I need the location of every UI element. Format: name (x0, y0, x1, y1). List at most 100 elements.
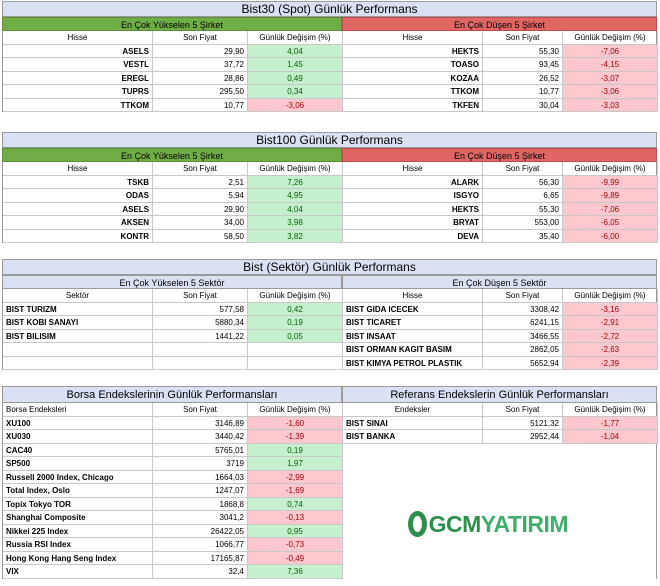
row-name: Russell 2000 Index, Chicago (3, 470, 153, 483)
table-row (3, 343, 343, 357)
table-row: VESTL 37,72 1,45 (3, 58, 343, 72)
row-change: -6,05 (563, 216, 658, 229)
row-name: XU030 (3, 430, 153, 443)
row-name: TOASO (343, 58, 483, 71)
table-row (3, 356, 343, 370)
row-name: Shanghai Composite (3, 511, 153, 524)
row-price: 28,86 (153, 71, 248, 84)
row-price: 17165,87 (153, 551, 248, 564)
sector-gainers-band: En Çok Yükselen 5 Sektör (2, 275, 342, 289)
column-header: Hisse (343, 31, 483, 44)
row-price: 29,90 (153, 44, 248, 57)
row-price: 5121,32 (483, 416, 563, 429)
row-price: 55,30 (483, 44, 563, 57)
table-row: Nikkei 225 Index 26422,05 0,95 (3, 524, 343, 538)
row-price: 1066,77 (153, 538, 248, 551)
row-name: Topix Tokyo TOR (3, 497, 153, 510)
bist30-right-table: Hisse Son Fiyat Günlük Değişim (%) HEKTS 55,… (343, 31, 658, 112)
bist100-right-table: Hisse Son Fiyat Günlük Değişim (%) ALARK 56,… (343, 162, 658, 243)
column-header: Sektör (3, 289, 153, 302)
row-name: BIST KIMYA PETROL PLASTIK (343, 356, 483, 369)
row-change: -9,89 (563, 189, 658, 202)
row-name: KONTR (3, 229, 153, 242)
row-change: 0,34 (248, 85, 343, 98)
bist30-band: En Çok Yükselen 5 Şirket En Çok Düşen 5 … (2, 17, 657, 31)
row-change: 0,19 (248, 443, 343, 456)
row-name: HEKTS (343, 202, 483, 215)
row-name: TTKOM (3, 98, 153, 111)
row-price: 1247,07 (153, 484, 248, 497)
table-row: AKSEN 34,00 3,98 (3, 216, 343, 230)
row-change: 4,95 (248, 189, 343, 202)
table-row: BIST KOBI SANAYI 5880,34 0,19 (3, 316, 343, 330)
row-name: DEVA (343, 229, 483, 242)
row-name: EREGL (3, 71, 153, 84)
row-price: 29,90 (153, 202, 248, 215)
row-change: -7,06 (563, 44, 658, 57)
column-header: Hisse (343, 289, 483, 302)
row-name: KOZAA (343, 71, 483, 84)
bist30-gainers-band: En Çok Yükselen 5 Şirket (2, 17, 342, 31)
table-row: ASELS 29,90 4,04 (3, 44, 343, 58)
sector-title: Bist (Sektör) Günlük Performans (2, 259, 657, 275)
row-name (3, 356, 153, 369)
table-row: ISGYO 6,65 -9,89 (343, 189, 658, 203)
logo-text-b: YATIRIM (480, 510, 569, 537)
table-row: KOZAA 26,52 -3,07 (343, 71, 658, 85)
table-row: ODAS 5,94 4,95 (3, 189, 343, 203)
bist100-gainers-band: En Çok Yükselen 5 Şirket (2, 148, 342, 162)
table-header-row: Hisse Son Fiyat Günlük Değişim (%) (3, 31, 343, 45)
table-row: KONTR 58,50 3,82 (3, 229, 343, 243)
row-price: 3719 (153, 457, 248, 470)
row-change: -1,77 (563, 416, 658, 429)
row-change: -3,06 (248, 98, 343, 111)
row-name: Nikkei 225 Index (3, 524, 153, 537)
table-row: TUPRS 295,50 0,34 (3, 85, 343, 99)
column-header: Günlük Değişim (%) (248, 289, 343, 302)
sector-band: En Çok Yükselen 5 Sektör En Çok Düşen 5 … (2, 275, 657, 289)
bist30-left-table: Hisse Son Fiyat Günlük Değişim (%) ASELS 29,… (3, 31, 343, 112)
table-row: Total Index, Oslo 1247,07 -1,69 (3, 484, 343, 498)
column-header: Son Fiyat (153, 403, 248, 416)
row-price: 1664,03 (153, 470, 248, 483)
row-price: 10,77 (153, 98, 248, 111)
table-row: Russia RSI Index 1066,77 -0,73 (3, 538, 343, 552)
row-name: TTKOM (343, 85, 483, 98)
bist100-losers-band: En Çok Düşen 5 Şirket (342, 148, 657, 162)
table-row: BIST ORMAN KAGIT BASIM 2862,05 -2,63 (343, 343, 658, 357)
column-header: Günlük Değişim (%) (563, 403, 658, 416)
column-header: Günlük Değişim (%) (248, 162, 343, 175)
table-row: XU030 3440,42 -1,39 (3, 430, 343, 444)
row-change: -0,49 (248, 551, 343, 564)
row-price: 32,4 (153, 565, 248, 578)
row-name: BIST BANKA (343, 430, 483, 443)
table-row: BIST TICARET 6241,15 -2,91 (343, 316, 658, 330)
row-change: 0,49 (248, 71, 343, 84)
bist30-losers-band: En Çok Düşen 5 Şirket (342, 17, 657, 31)
referans-right-table: Endeksler Son Fiyat Günlük Değişim (%) BIST… (343, 403, 658, 579)
indices-titles: Borsa Endekslerinin Günlük Performanslar… (2, 386, 657, 403)
row-change: 0,19 (248, 316, 343, 329)
bist100-left-table: Hisse Son Fiyat Günlük Değişim (%) TSKB 2,51… (3, 162, 343, 243)
column-header: Günlük Değişim (%) (563, 162, 658, 175)
row-price: 6,65 (483, 189, 563, 202)
row-name: VIX (3, 565, 153, 578)
table-row: BIST TURIZM 577,58 0,42 (3, 302, 343, 316)
table-row: Topix Tokyo TOR 1868,8 0,74 (3, 497, 343, 511)
table-row: HEKTS 55,30 -7,06 (343, 202, 658, 216)
column-header: Günlük Değişim (%) (563, 31, 658, 44)
row-price: 10,77 (483, 85, 563, 98)
row-name: BIST ORMAN KAGIT BASIM (343, 343, 483, 356)
row-change: -1,69 (248, 484, 343, 497)
row-change: -1,04 (563, 430, 658, 443)
row-change: -1,60 (248, 416, 343, 429)
row-name: ASELS (3, 202, 153, 215)
row-change: -9,99 (563, 175, 658, 188)
sector-right-table: Hisse Son Fiyat Günlük Değişim (%) BIST GID… (343, 289, 658, 370)
row-change (248, 343, 343, 356)
row-change: 1,45 (248, 58, 343, 71)
row-name: BIST TURIZM (3, 302, 153, 315)
row-price: 295,50 (153, 85, 248, 98)
column-header: Son Fiyat (483, 403, 563, 416)
table-row: TSKB 2,51 7,26 (3, 175, 343, 189)
